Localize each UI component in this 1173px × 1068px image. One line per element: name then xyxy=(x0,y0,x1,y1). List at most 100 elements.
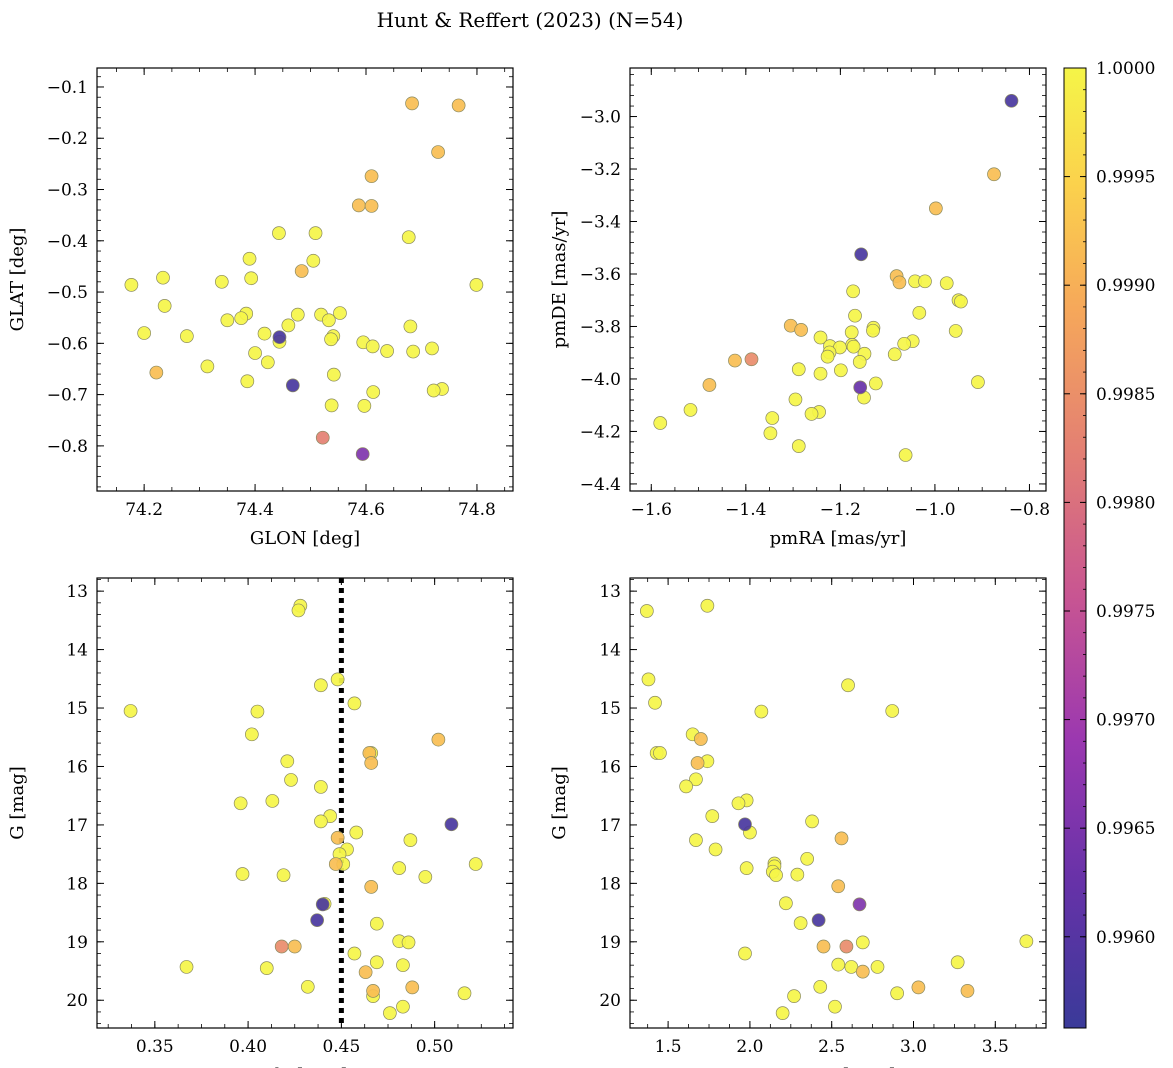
data-point xyxy=(235,867,250,881)
data-point xyxy=(855,935,870,950)
data-point xyxy=(431,145,445,159)
data-point xyxy=(418,870,433,884)
data-point xyxy=(816,939,831,954)
data-point xyxy=(347,946,362,961)
data-point xyxy=(284,773,298,787)
data-point xyxy=(396,958,410,973)
data-point xyxy=(800,851,815,866)
y-tick-label: 16 xyxy=(599,757,621,777)
data-point xyxy=(960,984,975,998)
data-point xyxy=(828,999,842,1014)
data-point xyxy=(405,980,420,995)
data-point xyxy=(234,311,249,326)
data-point xyxy=(854,247,869,262)
data-point xyxy=(846,339,861,354)
x-tick-label: 3.5 xyxy=(982,1037,1009,1057)
data-point xyxy=(887,347,902,362)
y-tick-label: 19 xyxy=(599,933,621,953)
data-point xyxy=(314,678,328,693)
data-point xyxy=(260,355,275,370)
y-tick-label: 18 xyxy=(66,874,88,894)
data-point xyxy=(787,989,801,1003)
axes-frame xyxy=(96,577,514,1029)
data-point xyxy=(820,349,835,364)
data-point xyxy=(911,980,926,995)
data-point xyxy=(244,271,259,286)
data-point xyxy=(898,448,913,462)
x-tick-label: −1.4 xyxy=(725,500,766,520)
x-tick-label: −0.8 xyxy=(1009,500,1050,520)
scatter-panel-bprp-g: 1.5 2.0 2.5 3.0 3.5 13 14 15 16 17 18 19 20 BP-RP [ma… xyxy=(549,577,1047,1068)
data-point xyxy=(689,833,703,847)
data-point xyxy=(330,672,345,687)
data-point xyxy=(841,678,855,693)
data-point xyxy=(844,960,859,974)
data-point xyxy=(683,403,698,417)
data-point xyxy=(855,964,870,979)
data-point xyxy=(281,318,296,333)
y-tick-label: −3.4 xyxy=(580,213,621,233)
data-point xyxy=(641,672,656,687)
data-point xyxy=(149,365,164,380)
data-point xyxy=(788,392,803,407)
data-point xyxy=(744,352,759,367)
data-point xyxy=(739,861,754,876)
y-tick-label: −0.7 xyxy=(47,386,88,406)
colorbar-tick-label: 0.9975 xyxy=(1096,602,1155,622)
data-point xyxy=(831,957,846,972)
data-point xyxy=(693,732,708,746)
y-tick-label: −0.2 xyxy=(47,129,88,149)
data-point xyxy=(324,398,339,413)
y-tick-label: 17 xyxy=(66,816,88,836)
data-point xyxy=(308,226,323,240)
data-point xyxy=(330,830,345,845)
colorbar-gradient xyxy=(1063,67,1087,1029)
x-tick-label: −1.2 xyxy=(820,500,861,520)
x-tick-label: 74.2 xyxy=(125,500,163,520)
data-point xyxy=(220,313,235,328)
data-point xyxy=(366,984,380,998)
x-tick-label: 3.0 xyxy=(900,1037,927,1057)
data-point xyxy=(948,324,963,338)
y-tick-label: −3.0 xyxy=(580,108,621,128)
y-tick-label: −3.8 xyxy=(580,317,621,337)
y-tick-label: 19 xyxy=(66,933,88,953)
x-tick-label: 2.5 xyxy=(818,1037,845,1057)
data-point xyxy=(648,695,662,710)
data-point xyxy=(811,913,826,928)
data-point xyxy=(765,411,780,425)
y-tick-label: 14 xyxy=(599,641,621,661)
scatter-panel-plx-g: 0.35 0.40 0.45 0.50 13 14 15 16 17 18 19 20 Plx [mas… xyxy=(7,577,514,1068)
y-axis-label: GLAT [deg] xyxy=(7,228,28,332)
data-point xyxy=(406,344,421,359)
data-point xyxy=(804,407,819,421)
data-point xyxy=(987,167,1001,182)
y-tick-label: 18 xyxy=(599,874,621,894)
y-tick-label: 17 xyxy=(599,816,621,836)
x-tick-label: 74.4 xyxy=(236,500,274,520)
y-tick-label: −0.8 xyxy=(47,437,88,457)
data-point xyxy=(775,1006,790,1020)
data-point xyxy=(401,230,416,245)
data-point xyxy=(326,367,341,382)
data-point xyxy=(364,756,379,770)
x-tick-label: 0.35 xyxy=(136,1037,174,1057)
data-point xyxy=(265,794,280,808)
axes-frame xyxy=(629,577,1047,1029)
data-point xyxy=(754,704,769,719)
data-point xyxy=(791,439,806,453)
data-point xyxy=(242,251,257,266)
data-point xyxy=(791,362,806,377)
data-point xyxy=(315,897,330,912)
x-tick-label: 74.6 xyxy=(347,500,385,520)
data-point xyxy=(364,199,379,213)
y-tick-label: −0.4 xyxy=(47,232,88,252)
y-tick-label: −0.3 xyxy=(47,181,88,201)
data-point xyxy=(793,916,808,930)
y-tick-label: −3.6 xyxy=(580,265,621,285)
data-point xyxy=(813,366,828,381)
y-tick-label: −3.2 xyxy=(580,160,621,180)
axes-frame xyxy=(96,67,514,492)
data-point xyxy=(653,746,667,760)
